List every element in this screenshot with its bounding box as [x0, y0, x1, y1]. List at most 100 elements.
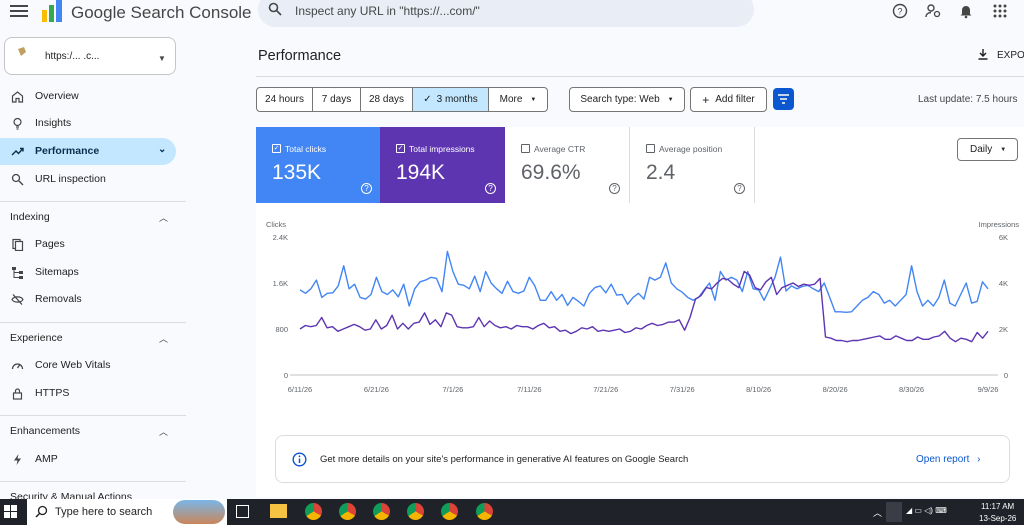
chrome-icon[interactable] [339, 503, 356, 520]
taskbar-date: 13-Sep-26 [979, 514, 1017, 523]
metric-total-impressions[interactable]: ✓ Total impressions 194K ? [380, 127, 505, 203]
metric-total-clicks[interactable]: ✓ Total clicks 135K ? [256, 127, 381, 203]
sidebar-item-url-inspection[interactable]: URL inspection [0, 166, 176, 193]
sidebar-item-overview[interactable]: Overview [0, 83, 176, 110]
system-tray-icons[interactable]: ◢ ▭ ◁) ⌨ [906, 506, 947, 515]
section-enhancements[interactable]: Enhancements [10, 425, 81, 437]
sidebar-item-amp[interactable]: AMP [0, 446, 176, 473]
sidebar-item-sitemaps[interactable]: Sitemaps [0, 259, 176, 286]
range-label: 3 months [436, 94, 478, 105]
chrome-icon[interactable] [407, 503, 424, 520]
search-type-label: Search type: Web [580, 94, 660, 105]
search-input[interactable]: Inspect any URL in "https://...com/" [295, 4, 480, 18]
last-update: Last update: 7.5 hours [918, 94, 1018, 105]
range-7-days[interactable]: 7 days [312, 87, 361, 112]
notifications-icon[interactable] [958, 3, 974, 19]
help-icon[interactable]: ? [485, 183, 496, 194]
x-tick-label: 7/1/26 [442, 385, 463, 394]
chevron-up-icon[interactable]: ︿ [159, 334, 169, 344]
checkbox-checked-icon[interactable]: ✓ [272, 144, 281, 153]
manage-users-icon[interactable] [925, 3, 941, 19]
sidebar-item-removals[interactable]: Removals [0, 286, 176, 313]
sidebar-item-label: Overview [35, 90, 79, 102]
menu-icon[interactable] [10, 3, 28, 19]
taskbar-search-input[interactable]: Type here to search [55, 506, 153, 518]
range-3-months[interactable]: ✓ 3 months [412, 87, 489, 112]
search-icon [11, 173, 24, 186]
search-console-logo [42, 0, 62, 22]
checkbox-icon[interactable] [646, 144, 655, 153]
sidebar-item-label: Sitemaps [35, 266, 79, 278]
chrome-icon[interactable] [373, 503, 390, 520]
section-indexing[interactable]: Indexing [10, 211, 50, 223]
divider [0, 481, 186, 482]
chevron-up-icon[interactable]: ︿ [159, 427, 169, 437]
range-more[interactable]: More ▼ [488, 87, 548, 112]
checkbox-checked-icon[interactable]: ✓ [396, 144, 405, 153]
download-icon [978, 49, 988, 60]
left-tick-label: 2.4K [273, 233, 288, 242]
range-24-hours[interactable]: 24 hours [256, 87, 313, 112]
caret-down-icon: ▼ [667, 96, 674, 103]
home-icon [11, 91, 24, 103]
task-view-icon[interactable] [236, 505, 249, 518]
tray-chevron-up-icon[interactable]: ︿ [873, 508, 883, 518]
sidebar-item-label: Pages [35, 238, 65, 250]
windows-start-icon[interactable] [4, 505, 17, 518]
right-tick-label: 0 [1004, 371, 1008, 380]
range-28-days[interactable]: 28 days [360, 87, 413, 112]
right-tick-label: 4K [999, 279, 1008, 288]
lightbulb-icon [13, 117, 22, 130]
sidebar-item-label: Core Web Vitals [35, 359, 111, 371]
caret-down-icon: ▼ [158, 54, 166, 63]
x-tick-label: 6/21/26 [364, 385, 389, 394]
right-axis-title: Impressions [979, 220, 1020, 229]
chrome-icon[interactable] [305, 503, 322, 520]
export-button[interactable]: EXPOR [997, 50, 1024, 61]
x-tick-label: 8/20/26 [823, 385, 848, 394]
divider [0, 201, 186, 202]
property-selector[interactable] [4, 37, 176, 75]
x-tick-label: 7/21/26 [593, 385, 618, 394]
help-icon[interactable]: ? [734, 183, 745, 194]
open-report-label: Open report [916, 454, 970, 465]
granularity-select[interactable]: Daily ▼ [957, 138, 1018, 161]
divider [0, 415, 186, 416]
lock-icon [12, 388, 23, 400]
search-highlight-image[interactable] [173, 500, 225, 524]
open-report-link[interactable]: Open report › [916, 454, 981, 465]
help-icon[interactable]: ? [609, 183, 620, 194]
chrome-icon[interactable] [441, 503, 458, 520]
help-icon[interactable]: ? [361, 183, 372, 194]
file-explorer-icon[interactable] [270, 504, 287, 518]
chevron-up-icon[interactable]: ︿ [159, 213, 169, 223]
metric-value: 2.4 [646, 161, 676, 184]
x-tick-label: 8/10/26 [746, 385, 771, 394]
metric-value: 69.6% [521, 161, 581, 184]
performance-chart: Clicks Impressions 0 0 800 2K 1.6K 4K 2.4K 6K 6/11… [266, 220, 1020, 394]
url-inspect-search[interactable] [258, 0, 754, 27]
checkbox-icon[interactable] [521, 144, 530, 153]
sidebar-item-pages[interactable]: Pages [0, 231, 176, 258]
section-experience[interactable]: Experience [10, 332, 63, 344]
help-icon[interactable]: ? [892, 3, 908, 19]
sidebar-item-label: Insights [35, 117, 72, 129]
sidebar-item-label: Removals [35, 293, 82, 305]
search-type-filter[interactable]: Search type: Web ▼ [569, 87, 685, 112]
metric-average-ctr[interactable]: Average CTR 69.6% ? [505, 127, 630, 203]
apps-grid-icon[interactable] [992, 3, 1008, 19]
pen-icon[interactable] [886, 502, 902, 522]
chrome-icon[interactable] [476, 503, 493, 520]
filter-settings-button[interactable] [773, 88, 794, 110]
metric-label: Total clicks [285, 144, 327, 154]
sidebar-item-core-web-vitals[interactable]: Core Web Vitals [0, 352, 176, 379]
app-title: Google Search Console [71, 3, 252, 22]
metric-average-position[interactable]: Average position 2.4 ? [630, 127, 755, 203]
page-title: Performance [258, 48, 342, 64]
sidebar-item-insights[interactable]: Insights [0, 110, 176, 137]
metric-label: Total impressions [409, 144, 475, 154]
x-tick-label: 7/31/26 [670, 385, 695, 394]
add-filter-button[interactable]: + Add filter [690, 87, 767, 112]
sidebar-item-performance[interactable]: Performance ⌄ [0, 138, 176, 165]
sidebar-item-https[interactable]: HTTPS [0, 380, 176, 407]
